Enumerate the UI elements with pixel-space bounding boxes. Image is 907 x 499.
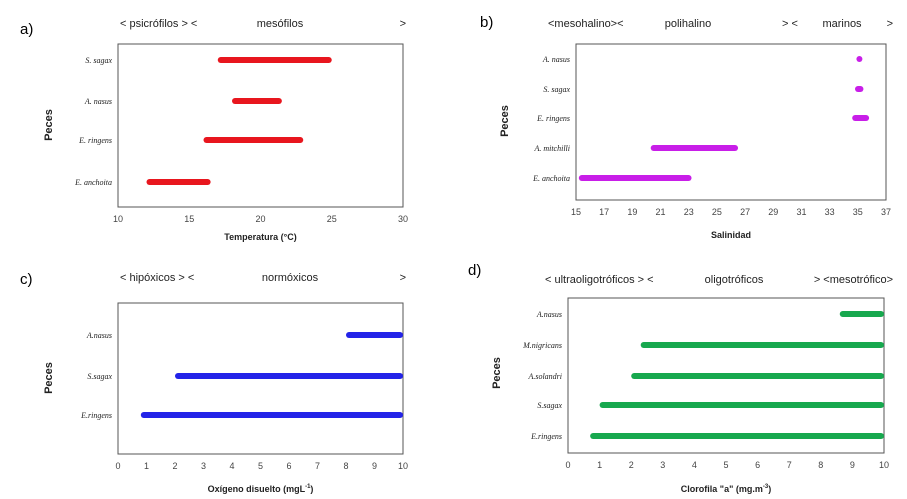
panel-letter: d) xyxy=(468,262,481,279)
x-tick-label: 6 xyxy=(286,461,291,471)
zone-label: polihalino xyxy=(665,18,711,30)
chart-panel-4: d) < ultraoligotróficos > < oligotróficos >… xyxy=(468,262,893,494)
category-label: E. ringens xyxy=(78,136,112,145)
panel-letter: b) xyxy=(480,14,493,31)
x-tick-label: 8 xyxy=(818,460,823,470)
x-tick-label: 30 xyxy=(398,214,408,224)
x-tick-label: 3 xyxy=(660,460,665,470)
x-tick-label: 37 xyxy=(881,207,891,217)
x-tick-label: 35 xyxy=(853,207,863,217)
x-tick-label: 9 xyxy=(850,460,855,470)
category-label: A. nasus xyxy=(542,55,570,64)
x-tick-label: 31 xyxy=(796,207,806,217)
x-axis-label-superscript: -3 xyxy=(763,484,769,490)
x-tick-label: 25 xyxy=(712,207,722,217)
category-label: A. mitchilli xyxy=(533,144,570,153)
zone-label: normóxicos xyxy=(262,272,319,284)
chart-panel-1: a) < psicrófilos > < mesófilos >10 15 20 25 30 T… xyxy=(20,18,408,242)
category-label: S. sagax xyxy=(543,85,570,94)
x-tick-label: 7 xyxy=(315,461,320,471)
x-tick-label: 4 xyxy=(229,461,234,471)
y-axis-label: Peces xyxy=(43,109,55,141)
category-label: S.sagax xyxy=(537,401,562,410)
zone-label: < psicrófilos > < xyxy=(120,18,197,30)
chart-panel-3: c) < hipóxicos > < normóxicos >0 1 2 3 4 5 6 7 8 9 10… xyxy=(20,271,408,494)
x-tick-label: 15 xyxy=(184,214,194,224)
zone-label: <mesohalino>< xyxy=(548,18,624,30)
x-axis-label: Clorofila "a" (mg.m-3) xyxy=(681,484,771,494)
chart-panel-2: b) <mesohalino>< polihalino > < marinos >15 17… xyxy=(480,14,893,240)
x-tick-label: 5 xyxy=(258,461,263,471)
zone-label: > < xyxy=(782,18,798,30)
category-label: S. sagax xyxy=(85,56,112,65)
x-tick-label: 5 xyxy=(723,460,728,470)
zone-label: > xyxy=(887,18,893,30)
zone-label: > xyxy=(400,272,406,284)
category-label: E. anchoita xyxy=(532,174,570,183)
x-tick-label: 33 xyxy=(825,207,835,217)
zone-label: > xyxy=(400,18,406,30)
category-label: A. nasus xyxy=(84,97,112,106)
x-axis-label: Temperatura (°C) xyxy=(224,232,296,242)
x-axis-label-end: ) xyxy=(310,484,313,494)
plot-frame xyxy=(575,43,887,201)
category-label: A.nasus xyxy=(86,331,112,340)
zone-label: oligotróficos xyxy=(705,274,764,286)
x-axis-label-superscript: -1 xyxy=(305,484,311,490)
category-label: A.solandri xyxy=(527,372,562,381)
zone-label: < hipóxicos > < xyxy=(120,272,194,284)
zone-label: > <mesotrófico> xyxy=(814,274,893,286)
panel-letter: a) xyxy=(20,21,33,38)
x-tick-label: 0 xyxy=(565,460,570,470)
x-tick-label: 10 xyxy=(398,461,408,471)
x-axis-label: Oxígeno disuelto (mgL-1) xyxy=(208,484,314,494)
category-label: A.nasus xyxy=(536,310,562,319)
x-tick-label: 29 xyxy=(768,207,778,217)
zone-label: marinos xyxy=(822,18,862,30)
category-label: E.ringens xyxy=(80,411,112,420)
x-tick-label: 21 xyxy=(656,207,666,217)
y-axis-label: Peces xyxy=(43,362,55,394)
panel-letter: c) xyxy=(20,271,33,288)
category-label: S.sagax xyxy=(87,372,112,381)
x-tick-label: 10 xyxy=(113,214,123,224)
zone-label: mesófilos xyxy=(257,18,304,30)
x-tick-label: 19 xyxy=(627,207,637,217)
x-tick-label: 4 xyxy=(692,460,697,470)
x-axis-label-end: ) xyxy=(768,484,771,494)
x-tick-label: 9 xyxy=(372,461,377,471)
x-tick-label: 10 xyxy=(879,460,889,470)
x-tick-label: 1 xyxy=(144,461,149,471)
plot-frame xyxy=(117,43,404,208)
x-tick-label: 20 xyxy=(255,214,265,224)
x-tick-label: 27 xyxy=(740,207,750,217)
x-tick-label: 23 xyxy=(684,207,694,217)
x-tick-label: 2 xyxy=(172,461,177,471)
y-axis-label: Peces xyxy=(499,105,511,137)
x-tick-label: 7 xyxy=(787,460,792,470)
x-tick-label: 3 xyxy=(201,461,206,471)
x-tick-label: 2 xyxy=(629,460,634,470)
x-tick-label: 25 xyxy=(327,214,337,224)
y-axis-label: Peces xyxy=(491,357,503,389)
x-tick-label: 8 xyxy=(343,461,348,471)
x-tick-label: 15 xyxy=(571,207,581,217)
x-tick-label: 6 xyxy=(755,460,760,470)
category-label: E. ringens xyxy=(536,114,570,123)
category-label: M.nigricans xyxy=(522,341,562,350)
zone-label: < ultraoligotróficos > < xyxy=(545,274,654,286)
x-tick-label: 0 xyxy=(115,461,120,471)
plot-frame xyxy=(567,297,885,454)
category-label: E. anchoita xyxy=(74,178,112,187)
plot-frame xyxy=(117,302,404,455)
x-axis-label: Salinidad xyxy=(711,230,751,240)
category-label: E.ringens xyxy=(530,432,562,441)
x-tick-label: 17 xyxy=(599,207,609,217)
x-tick-label: 1 xyxy=(597,460,602,470)
